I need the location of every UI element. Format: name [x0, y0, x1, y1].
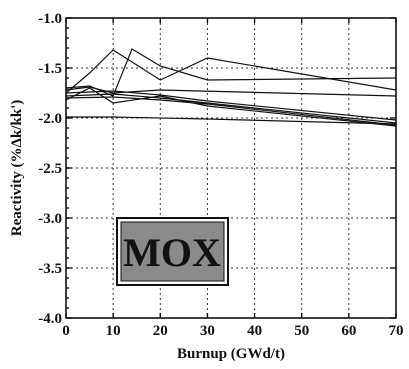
y-tick-label: -4.0 [38, 311, 62, 327]
y-tick-label: -1.5 [38, 61, 62, 77]
y-tick-label: -3.0 [38, 211, 62, 227]
x-tick-label: 50 [294, 323, 309, 339]
y-tick-labels: -1.0 -1.5 -2.0 -2.5 -3.0 -3.5 -4.0 [38, 11, 62, 327]
x-tick-label: 20 [153, 323, 168, 339]
x-tick-label: 70 [389, 323, 404, 339]
series-line [65, 90, 397, 121]
y-tick-label: -2.0 [38, 111, 62, 127]
x-tick-label: 10 [106, 323, 121, 339]
y-tick-label: -2.5 [38, 161, 62, 177]
x-tick-label: 0 [62, 323, 70, 339]
series-line [65, 86, 397, 97]
series-line [65, 49, 397, 94]
plot-frame [65, 17, 397, 319]
x-tick-label: 60 [341, 323, 356, 339]
series-line [65, 87, 397, 127]
x-tick-label: 30 [200, 323, 215, 339]
grid-lines [66, 18, 396, 318]
y-tick-label: -3.5 [38, 261, 62, 277]
series-line [65, 93, 397, 124]
x-tick-labels: 0 10 20 30 40 50 60 70 [62, 323, 403, 339]
x-tick-label: 40 [247, 323, 262, 339]
x-axis-title: Burnup (GWd/t) [177, 346, 285, 362]
y-tick-label: -1.0 [38, 11, 62, 27]
series-lines [65, 48, 397, 127]
mox-annotation-badge: MOX [116, 217, 229, 286]
mox-annotation-text: MOX [123, 230, 221, 275]
series-line [65, 96, 397, 126]
series-line [65, 48, 397, 97]
y-axis-title: Reactivity (%Δk/kk') [9, 100, 25, 236]
series-line [66, 116, 397, 125]
